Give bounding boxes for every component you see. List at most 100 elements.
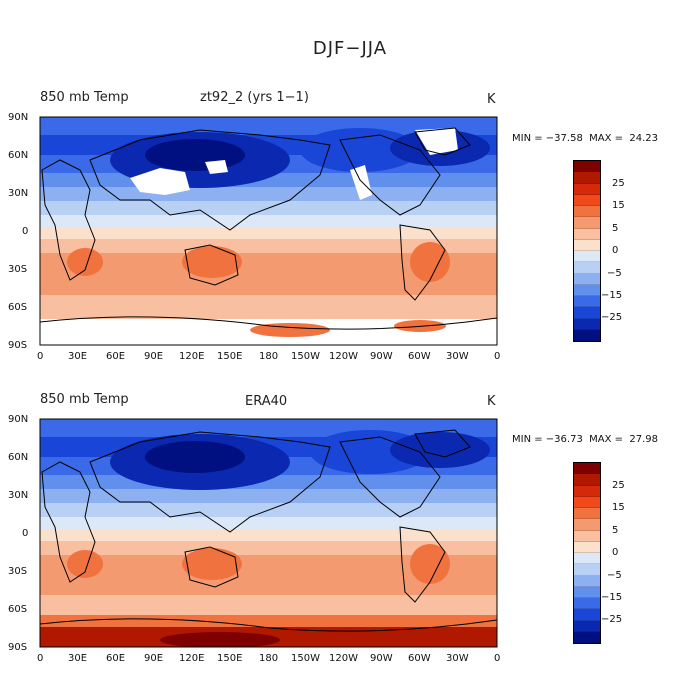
colorbar-label: 5	[612, 223, 619, 234]
lon-tick: 60E	[106, 351, 126, 362]
lat-tick: 60N	[8, 452, 29, 463]
colorbar-swatch	[574, 530, 600, 542]
colorbar-swatch	[574, 228, 600, 240]
lon-tick: 0	[37, 653, 44, 664]
colorbar-label: 5	[612, 525, 619, 536]
lat-tick: 60S	[8, 302, 28, 313]
colorbar-swatch	[574, 183, 600, 195]
panel-obs: 850 mb Temp ERA40 K MIN = −36.73 MAX = 2…	[0, 302, 700, 664]
colorbar	[573, 160, 601, 342]
lat-tick: 90S	[8, 340, 28, 351]
coastlines	[40, 429, 497, 632]
colorbar-swatch	[574, 609, 600, 621]
lon-tick: 90E	[144, 351, 164, 362]
colorbar-label: −15	[601, 290, 623, 301]
colorbar-label: 0	[612, 547, 619, 558]
lon-tick: 120E	[179, 351, 205, 362]
colorbar-label: 25	[612, 480, 625, 491]
panel-model: 850 mb Temp zt92_2 (yrs 1−1) K MIN = −37…	[0, 0, 700, 362]
panel-dataset-label: zt92_2 (yrs 1−1)	[200, 90, 309, 105]
lat-tick: 0	[22, 528, 29, 539]
panel-units-label: K	[487, 394, 496, 409]
lon-tick: 60W	[408, 653, 431, 664]
colorbar-swatch	[574, 307, 600, 319]
colorbar-label: −15	[601, 592, 623, 603]
colorbar-swatch	[574, 496, 600, 508]
lon-tick: 0	[494, 351, 501, 362]
colorbar-swatch	[574, 161, 600, 173]
colorbar-swatch	[574, 262, 600, 274]
lat-tick: 30S	[8, 566, 28, 577]
min-max-stats: MIN = −36.73 MAX = 27.98	[512, 434, 659, 445]
colorbar-swatch	[574, 575, 600, 587]
colorbar-swatch	[574, 463, 600, 475]
colorbar-swatch	[574, 541, 600, 553]
colorbar-swatch	[574, 508, 600, 520]
lon-tick: 30E	[68, 351, 88, 362]
colorbar	[573, 462, 601, 644]
lon-tick: 150E	[217, 351, 243, 362]
temperature-field	[40, 117, 497, 345]
colorbar-label: 0	[612, 245, 619, 256]
colorbar-swatch	[574, 564, 600, 576]
colorbar-swatch	[574, 553, 600, 565]
min-max-stats: MIN = −37.58 MAX = 24.23	[512, 133, 659, 144]
lon-tick: 90W	[370, 351, 393, 362]
lon-tick: 150W	[291, 351, 320, 362]
lon-tick: 90E	[144, 653, 164, 664]
lon-tick: 180	[259, 653, 279, 664]
colorbar-swatch	[574, 296, 600, 308]
colorbar-swatch	[574, 485, 600, 497]
figure-title: DJF−JJA	[312, 38, 388, 59]
lon-tick: 0	[494, 653, 501, 664]
lat-tick: 60S	[8, 604, 28, 615]
lon-tick: 60E	[106, 653, 126, 664]
colorbar-label: 25	[612, 178, 625, 189]
colorbar-label: 15	[612, 200, 625, 211]
lon-tick: 120W	[329, 351, 358, 362]
lon-tick: 120W	[329, 653, 358, 664]
colorbar-swatch	[574, 631, 600, 643]
map-svg	[39, 116, 498, 346]
lon-tick: 30W	[446, 351, 469, 362]
lon-tick: 90W	[370, 653, 393, 664]
lon-tick: 180	[259, 351, 279, 362]
lat-tick: 90N	[8, 112, 29, 123]
colorbar-swatch	[574, 194, 600, 206]
lon-tick: 120E	[179, 653, 205, 664]
coastlines	[40, 127, 497, 330]
colorbar-swatch	[574, 251, 600, 263]
colorbar-swatch	[574, 217, 600, 229]
colorbar-label: −5	[607, 570, 622, 581]
lon-tick: 30W	[446, 653, 469, 664]
lat-tick: 0	[22, 226, 29, 237]
lat-tick: 90N	[8, 414, 29, 425]
lon-tick: 0	[37, 351, 44, 362]
colorbar-swatch	[574, 273, 600, 285]
lon-tick: 60W	[408, 351, 431, 362]
colorbar-swatch	[574, 284, 600, 296]
colorbar-swatch	[574, 474, 600, 486]
colorbar-swatch	[574, 172, 600, 184]
colorbar-label: −5	[607, 268, 622, 279]
colorbar-swatch	[574, 620, 600, 632]
colorbar-label: −25	[601, 312, 623, 323]
colorbar-swatch	[574, 239, 600, 251]
map-svg	[39, 418, 498, 648]
lon-tick: 150E	[217, 653, 243, 664]
lat-tick: 30N	[8, 188, 29, 199]
panel-dataset-label: ERA40	[245, 394, 288, 409]
colorbar-swatch	[574, 586, 600, 598]
lat-tick: 60N	[8, 150, 29, 161]
lat-tick: 30N	[8, 490, 29, 501]
lat-tick: 30S	[8, 264, 28, 275]
panel-units-label: K	[487, 92, 496, 107]
colorbar-swatch	[574, 329, 600, 341]
temperature-field	[40, 419, 497, 647]
lon-tick: 30E	[68, 653, 88, 664]
panel-field-label: 850 mb Temp	[40, 392, 129, 407]
lon-tick: 150W	[291, 653, 320, 664]
colorbar-label: −25	[601, 614, 623, 625]
colorbar-swatch	[574, 598, 600, 610]
lat-tick: 90S	[8, 642, 28, 653]
